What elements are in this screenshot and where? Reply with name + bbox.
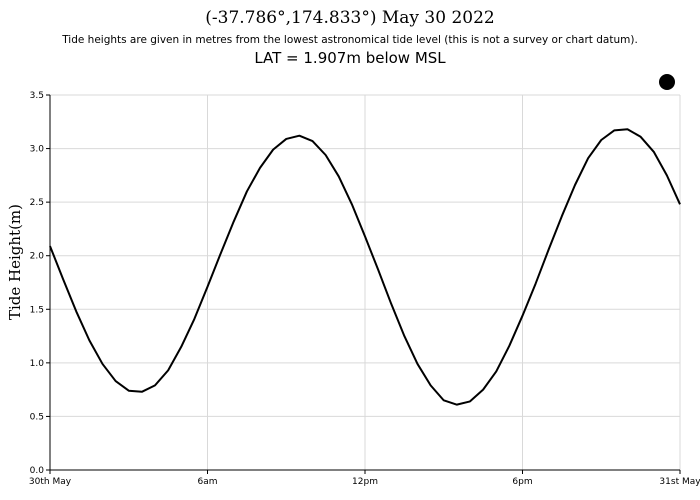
y-tick-label: 3.0 [30,145,45,155]
chart-series [49,128,681,406]
chart-ticks: 0.0 0.5 1.0 1.5 2.0 2.5 3.0 3.5 30th May 6am 12pm 6… [29,91,700,487]
y-tick-label: 1.0 [30,359,45,369]
chart-grid [49,94,681,471]
x-tick-label: 6pm [512,477,532,487]
x-tick-label: 12pm [352,477,378,487]
lat-note: LAT = 1.907m below MSL [254,49,446,67]
chart-subtitle: Tide heights are given in metres from th… [62,34,638,46]
y-tick-label: 1.5 [30,305,44,315]
y-tick-label: 0.0 [30,466,45,476]
x-tick-label: 30th May [29,477,72,487]
x-tick-label: 31st May [659,477,700,487]
tide-height-line [49,128,681,406]
y-tick-label: 2.5 [30,198,44,208]
chart-title: (-37.786°,174.833°) May 30 2022 [205,8,495,28]
x-tick-label: 6am [197,477,217,487]
y-tick-label: 2.0 [30,252,45,262]
y-tick-label: 3.5 [30,91,44,101]
y-tick-label: 0.5 [30,412,44,422]
full-moon-icon [659,74,675,90]
y-axis-label: Tide Height(m) [6,204,24,320]
